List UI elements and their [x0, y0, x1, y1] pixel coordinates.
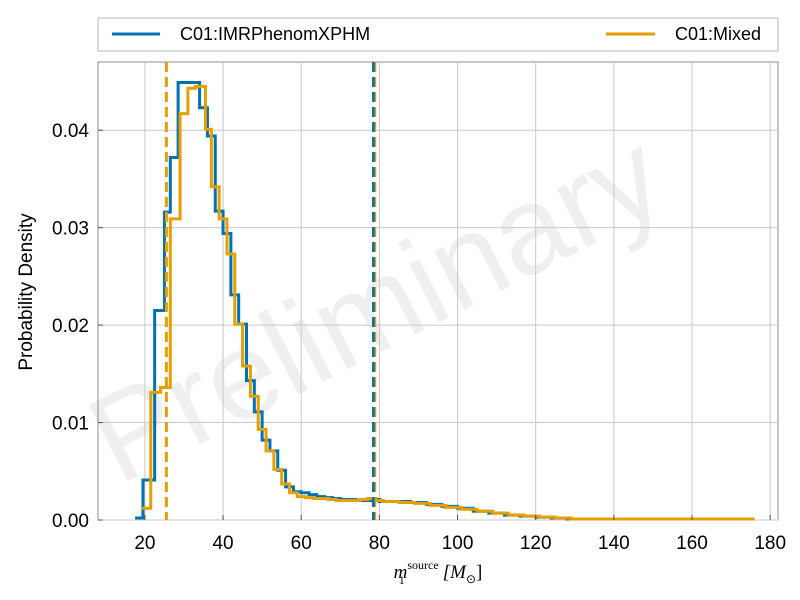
x-label-sup: source	[407, 558, 438, 572]
plot-area: 20 40 60 80 100 120 140 160 180 0.00 0.01 0.02 0.03…	[52, 61, 786, 554]
x-tick-label: 80	[369, 533, 390, 554]
x-tick-label: 180	[754, 533, 786, 554]
x-tick-label: 100	[442, 533, 474, 554]
x-label-unit-close: ]	[476, 562, 482, 583]
y-tick-label: 0.00	[52, 511, 89, 532]
x-label-sub: 1	[399, 573, 405, 587]
x-label-unit: [M	[443, 562, 467, 583]
x-tick-label: 20	[134, 533, 155, 554]
legend-box	[97, 17, 779, 52]
x-tick-label: 60	[291, 533, 312, 554]
legend-label-imrphenom: C01:IMRPhenomXPHM	[180, 24, 370, 44]
x-axis-ticks: 20 40 60 80 100 120 140 160 180	[134, 515, 786, 554]
x-label-unit-sub: ⊙	[466, 572, 476, 586]
legend: C01:IMRPhenomXPHM C01:Mixed	[97, 17, 779, 52]
grid-lines	[98, 62, 778, 521]
y-axis-ticks: 0.00 0.01 0.02 0.03 0.04	[52, 121, 103, 532]
x-label-base: m	[394, 562, 408, 583]
vertical-reference-lines	[164, 62, 377, 520]
legend-label-mixed: C01:Mixed	[675, 24, 761, 44]
x-axis-label: msource 1 [M⊙]	[394, 558, 483, 587]
y-tick-label: 0.04	[52, 121, 89, 142]
y-tick-label: 0.01	[52, 414, 89, 435]
x-tick-label: 160	[676, 533, 708, 554]
y-tick-label: 0.03	[52, 219, 89, 240]
histogram-series	[135, 80, 755, 521]
y-tick-label: 0.02	[52, 316, 89, 337]
x-tick-label: 40	[212, 533, 233, 554]
histogram-step-mixed	[140, 84, 755, 521]
y-axis-label: Probability Density	[16, 213, 37, 371]
x-tick-label: 120	[520, 533, 552, 554]
x-tick-label: 140	[598, 533, 630, 554]
